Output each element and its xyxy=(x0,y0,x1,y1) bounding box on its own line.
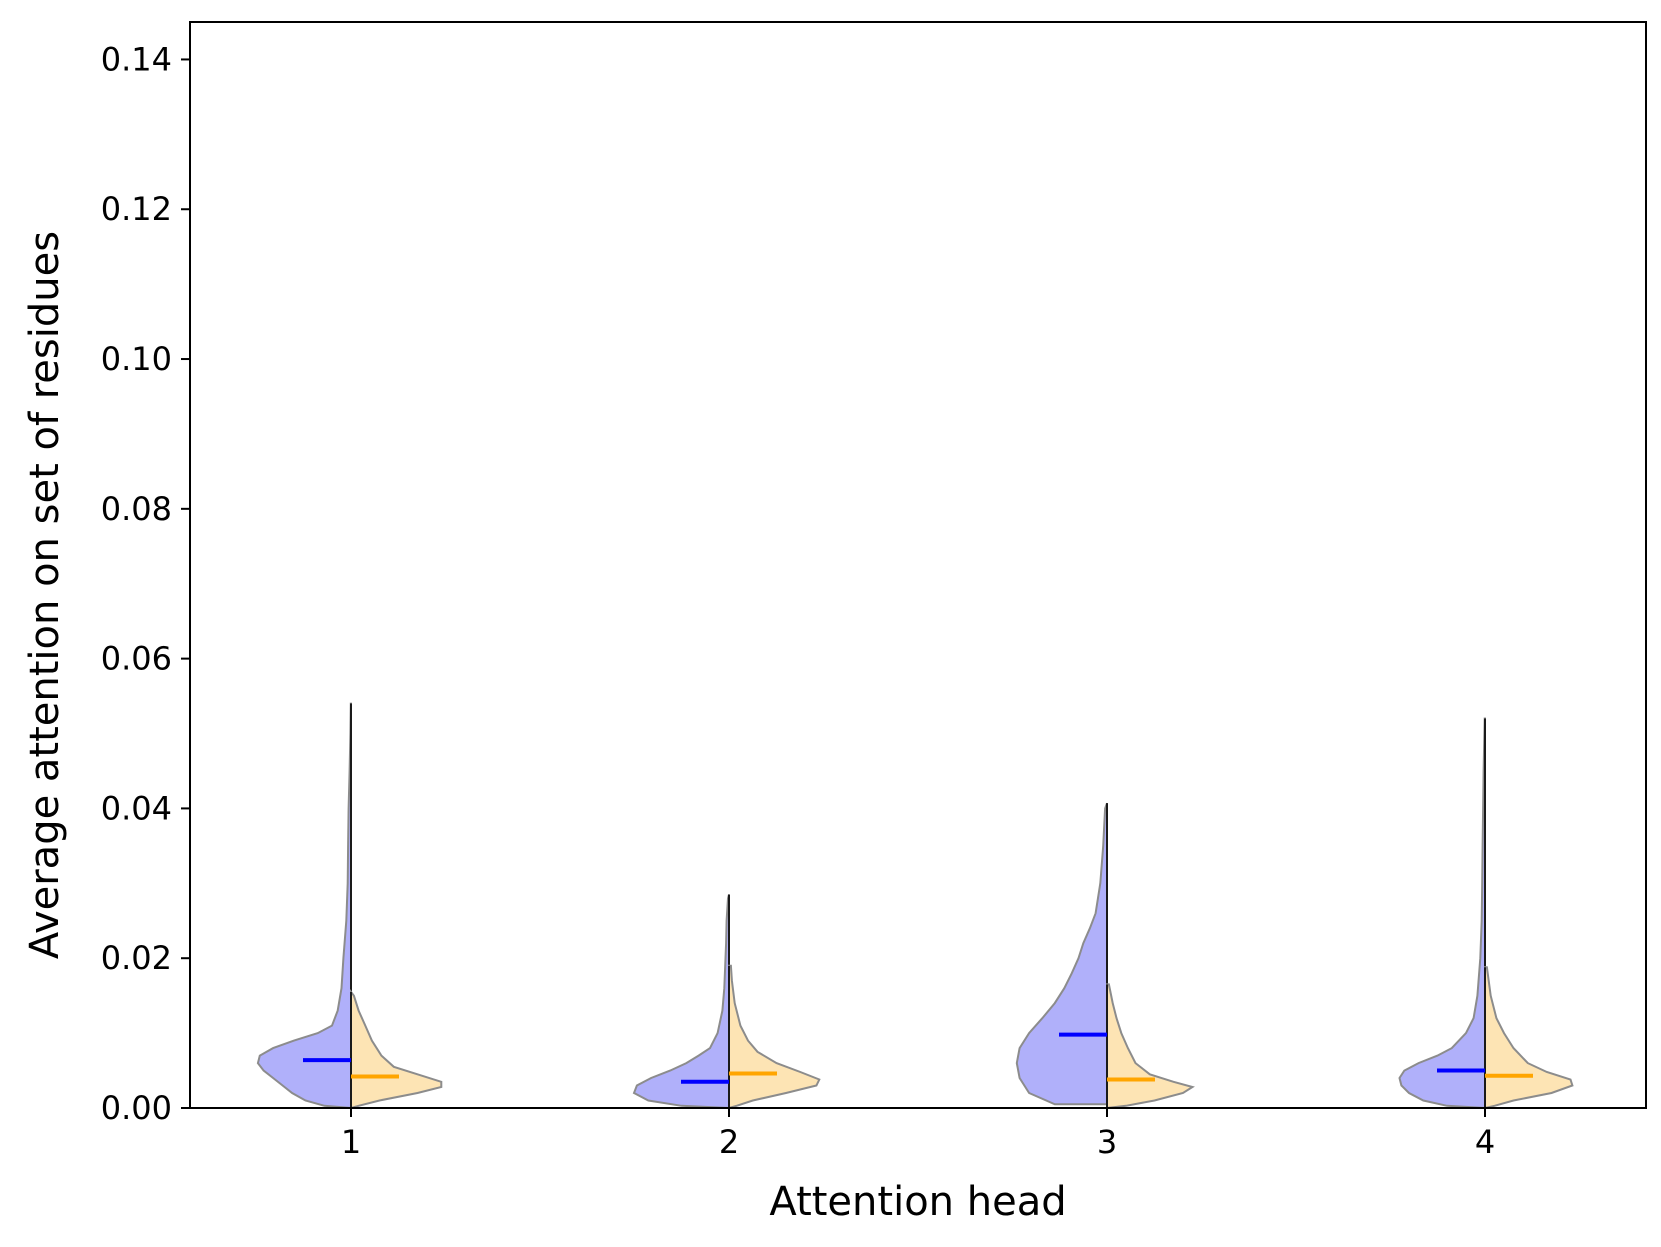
violin-right-head-2 xyxy=(728,964,821,1110)
mean-lines-layer xyxy=(303,1032,1533,1084)
violin-left-head-3 xyxy=(1015,802,1108,1106)
violin-left-head-1 xyxy=(256,702,352,1110)
y-tick-label: 0.10 xyxy=(101,340,172,378)
y-tick-label: 0.04 xyxy=(101,789,172,827)
y-tick-label: 0.08 xyxy=(101,490,172,528)
x-axis-title: Attention head xyxy=(769,1179,1066,1225)
y-tick-label: 0.12 xyxy=(101,190,172,228)
y-tick-label: 0.14 xyxy=(101,40,172,78)
y-tick-label: 0.02 xyxy=(101,939,172,977)
plot-frame xyxy=(189,21,1647,1109)
x-tick-label: 2 xyxy=(719,1123,739,1161)
y-tick-label: 0.06 xyxy=(101,640,172,678)
y-axis: 0.00 0.02 0.04 0.06 0.08 0.10 0.12 0.14 xyxy=(101,40,190,1127)
violin-right-head-1 xyxy=(350,988,443,1110)
violins-layer xyxy=(256,702,1574,1110)
violin-left-head-4 xyxy=(1398,717,1486,1110)
x-tick-label: 4 xyxy=(1475,1123,1495,1161)
x-tick-label: 1 xyxy=(341,1123,361,1161)
x-axis: 1 2 3 4 xyxy=(341,1108,1495,1161)
violin-left-head-2 xyxy=(632,894,730,1110)
x-tick-label: 3 xyxy=(1097,1123,1117,1161)
y-tick-label: 0.00 xyxy=(101,1089,172,1127)
violin-right-head-4 xyxy=(1484,966,1574,1110)
violin-right-head-3 xyxy=(1106,983,1195,1110)
y-axis-title: Average attention on set of residues xyxy=(22,231,68,959)
